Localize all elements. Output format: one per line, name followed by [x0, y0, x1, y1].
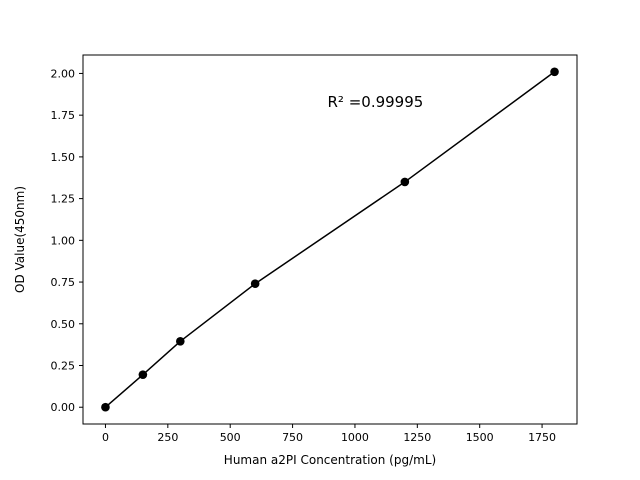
fit-line: [104, 71, 555, 408]
y-tick-label: 1.50: [51, 151, 76, 164]
x-tick-label: 1500: [466, 431, 494, 444]
y-tick-label: 1.75: [51, 109, 76, 122]
x-tick-label: 1000: [341, 431, 369, 444]
x-axis-label: Human a2PI Concentration (pg/mL): [224, 453, 436, 467]
data-point: [550, 67, 559, 77]
r-squared-annotation: R² =0.99995: [328, 93, 424, 111]
y-tick-label: 0.00: [51, 401, 76, 414]
x-tick-label: 750: [282, 431, 303, 444]
y-tick-label: 0.50: [51, 318, 76, 331]
data-point: [138, 370, 148, 379]
y-tick-label: 1.00: [51, 234, 76, 247]
data-point: [250, 279, 260, 289]
x-tick-label: 0: [102, 431, 109, 444]
data-point: [176, 337, 185, 346]
data-point: [101, 402, 110, 412]
x-tick-label: 1250: [403, 431, 431, 444]
y-tick-label: 1.25: [51, 193, 76, 206]
y-axis-label: OD Value(450nm): [13, 186, 27, 293]
data-point: [400, 177, 410, 187]
plot-border: [82, 54, 578, 425]
y-tick-label: 0.75: [51, 276, 76, 289]
y-tick-label: 0.25: [51, 360, 76, 373]
x-tick-label: 500: [220, 431, 241, 444]
x-tick-label: 250: [157, 431, 178, 444]
x-tick-label: 1750: [528, 431, 556, 444]
y-tick-label: 2.00: [51, 67, 76, 80]
